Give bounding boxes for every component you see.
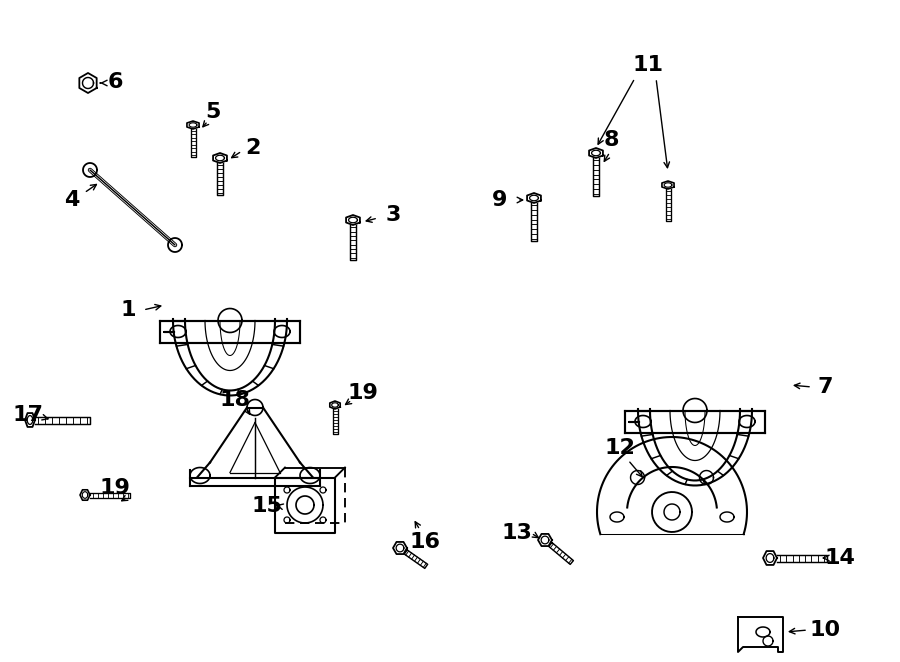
Text: 5: 5 xyxy=(205,102,220,122)
Text: 2: 2 xyxy=(246,138,261,158)
Text: 1: 1 xyxy=(121,300,136,320)
Text: 7: 7 xyxy=(817,377,833,397)
Text: 3: 3 xyxy=(385,205,400,225)
Text: 15: 15 xyxy=(252,496,283,516)
Text: 18: 18 xyxy=(220,390,250,410)
Text: 10: 10 xyxy=(809,620,841,640)
Text: 8: 8 xyxy=(603,130,619,150)
Text: 12: 12 xyxy=(605,438,635,458)
Text: 14: 14 xyxy=(824,548,855,568)
Text: 19: 19 xyxy=(100,478,130,498)
Text: 6: 6 xyxy=(107,72,122,92)
Text: 9: 9 xyxy=(492,190,508,210)
Text: 17: 17 xyxy=(13,405,43,425)
Text: 13: 13 xyxy=(501,523,533,543)
Text: 11: 11 xyxy=(633,55,663,75)
Text: 16: 16 xyxy=(410,532,440,552)
Text: 4: 4 xyxy=(64,190,80,210)
Text: 19: 19 xyxy=(347,383,378,403)
